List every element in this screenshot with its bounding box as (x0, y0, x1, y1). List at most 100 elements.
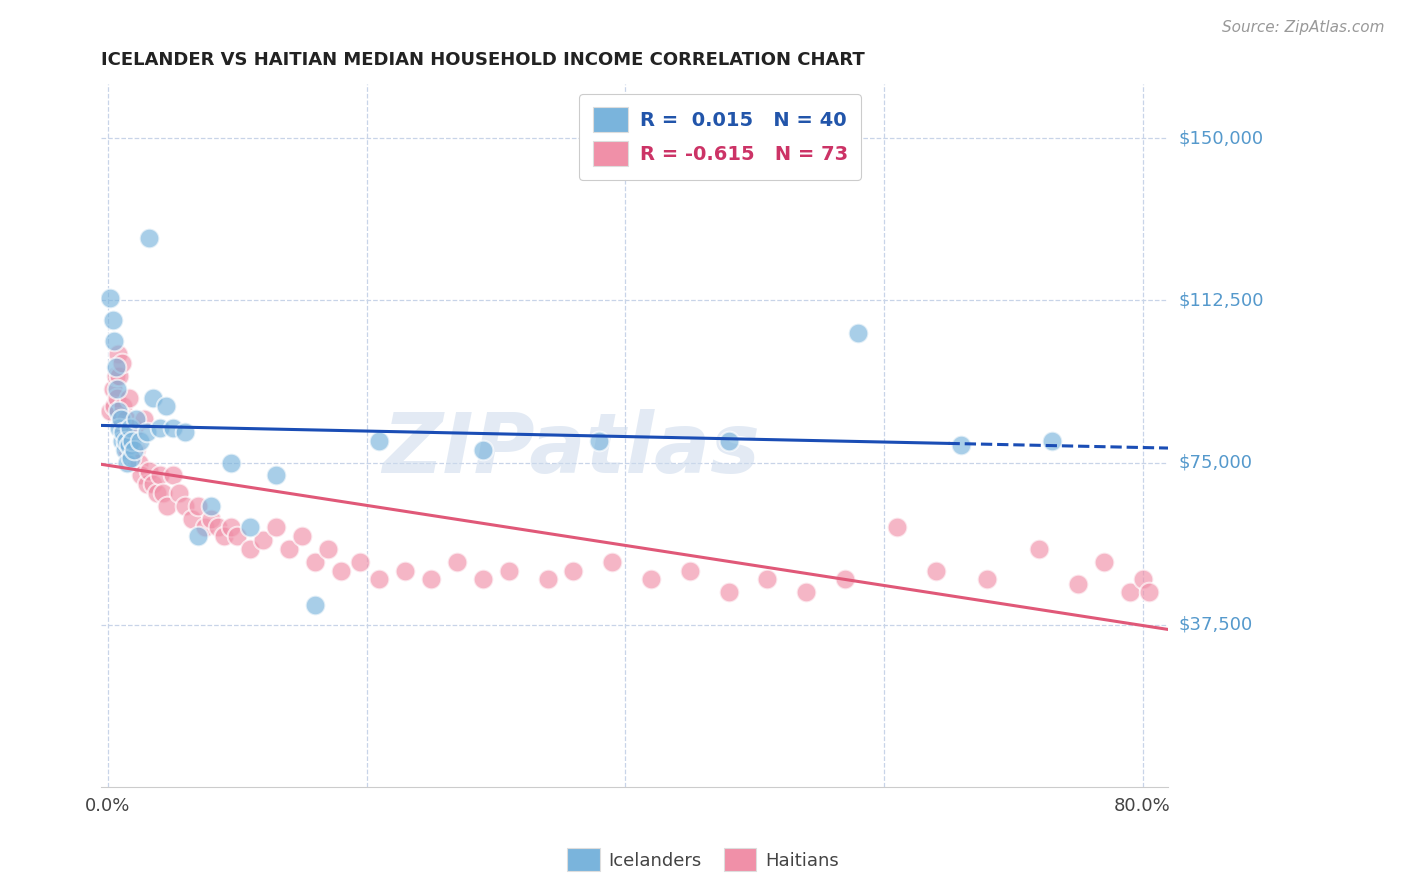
Point (640, 572, 662, 586)
Text: $112,500: $112,500 (1178, 292, 1264, 310)
Point (120, 442, 142, 457)
Point (101, 313, 124, 327)
Point (498, 564, 520, 578)
Point (304, 555, 326, 569)
Point (717, 585, 740, 599)
Point (588, 434, 610, 448)
Point (717, 434, 740, 448)
Point (471, 572, 494, 586)
Point (152, 485, 174, 500)
Point (846, 326, 869, 340)
Text: ICELANDER VS HAITIAN MEDIAN HOUSEHOLD INCOME CORRELATION CHART: ICELANDER VS HAITIAN MEDIAN HOUSEHOLD IN… (101, 51, 865, 69)
Point (562, 564, 585, 578)
Point (111, 356, 134, 370)
Point (200, 499, 222, 513)
Point (194, 520, 217, 534)
Point (394, 564, 416, 578)
Legend: R =  0.015   N = 40, R = -0.615   N = 73: R = 0.015 N = 40, R = -0.615 N = 73 (579, 94, 862, 180)
Point (1092, 555, 1115, 569)
Point (105, 391, 128, 405)
Point (291, 529, 314, 543)
Point (239, 541, 262, 556)
Point (104, 360, 127, 375)
Point (131, 468, 153, 483)
Point (100, 403, 122, 417)
Point (1132, 572, 1154, 586)
Point (252, 533, 274, 548)
Text: $150,000: $150,000 (1178, 129, 1264, 147)
Point (156, 499, 179, 513)
Point (756, 572, 779, 586)
Point (277, 541, 299, 556)
Point (104, 369, 127, 384)
Point (174, 425, 197, 440)
Point (110, 412, 132, 426)
Point (162, 421, 184, 435)
Point (114, 442, 136, 457)
Point (155, 399, 177, 413)
Point (162, 468, 184, 483)
Text: $37,500: $37,500 (1178, 615, 1253, 633)
Point (103, 334, 125, 349)
Point (117, 438, 139, 452)
Point (420, 572, 443, 586)
Point (120, 451, 142, 466)
Point (103, 399, 125, 413)
Point (149, 468, 172, 483)
Point (125, 442, 148, 457)
Point (446, 555, 468, 569)
Point (138, 230, 160, 244)
Point (117, 391, 139, 405)
Point (110, 412, 132, 426)
Point (122, 421, 145, 435)
Point (219, 456, 242, 470)
Text: $75,000: $75,000 (1178, 453, 1253, 472)
Point (1118, 585, 1140, 599)
Point (122, 442, 145, 457)
Point (108, 421, 131, 435)
Point (101, 382, 124, 396)
Point (1067, 576, 1090, 591)
Point (187, 499, 209, 513)
Point (115, 434, 138, 448)
Point (107, 403, 129, 417)
Text: ZIPatlas: ZIPatlas (382, 409, 759, 490)
Point (316, 541, 339, 556)
Point (112, 399, 135, 413)
Point (118, 425, 141, 440)
Point (135, 477, 157, 491)
Point (115, 412, 138, 426)
Point (108, 369, 131, 384)
Point (142, 477, 165, 491)
Point (207, 520, 229, 534)
Point (111, 434, 134, 448)
Point (226, 529, 249, 543)
Point (1137, 585, 1160, 599)
Point (146, 485, 169, 500)
Point (304, 598, 326, 612)
Point (107, 347, 129, 361)
Point (1040, 434, 1063, 448)
Point (976, 572, 998, 586)
Point (924, 564, 946, 578)
Point (132, 412, 155, 426)
Point (471, 442, 494, 457)
Point (239, 520, 262, 534)
Point (180, 512, 202, 526)
Text: Source: ZipAtlas.com: Source: ZipAtlas.com (1222, 20, 1385, 35)
Point (135, 425, 157, 440)
Point (834, 572, 856, 586)
Point (679, 564, 702, 578)
Point (149, 421, 172, 435)
Point (950, 438, 973, 452)
Point (128, 456, 150, 470)
Point (105, 382, 128, 396)
Point (114, 425, 136, 440)
Point (100, 291, 122, 305)
Point (121, 434, 143, 448)
Point (118, 421, 141, 435)
Point (187, 529, 209, 543)
Point (219, 520, 242, 534)
Point (212, 529, 235, 543)
Point (264, 468, 287, 483)
